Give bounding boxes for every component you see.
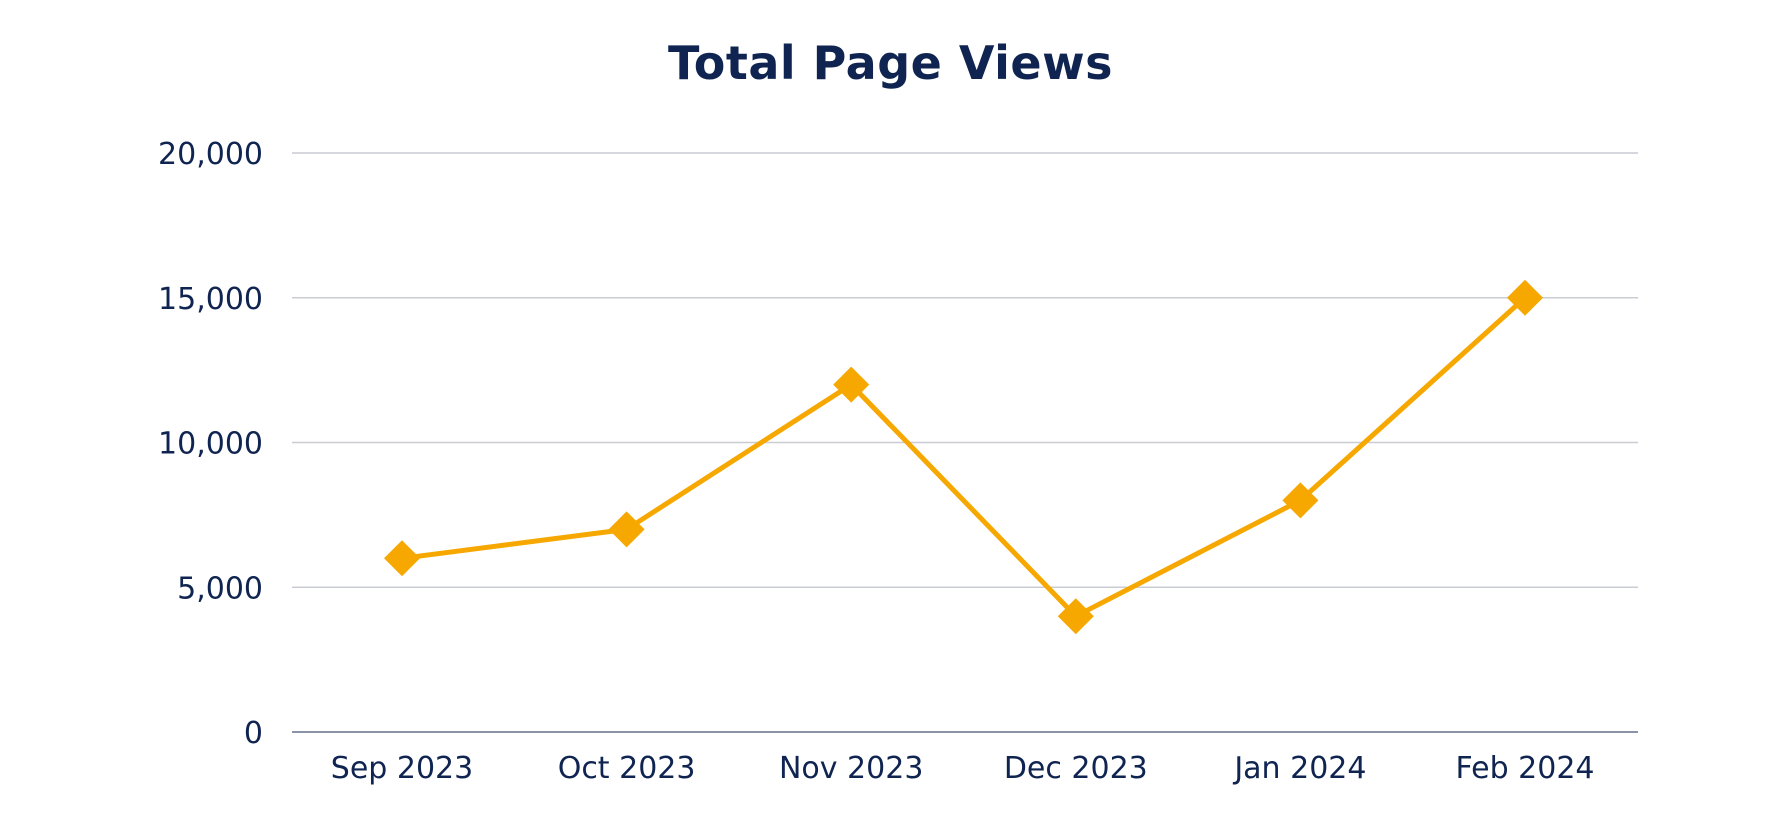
chart-title: Total Page Views — [668, 36, 1113, 90]
y-tick-label: 20,000 — [158, 137, 263, 172]
y-tick-label: 10,000 — [158, 427, 263, 462]
data-point-marker — [608, 511, 645, 548]
marker-layer — [384, 279, 1543, 635]
axis-layer: 0 5,000 10,000 15,000 20,000 Sep 2023 Oct 2023… — [158, 137, 1638, 786]
data-point-marker — [1507, 279, 1543, 316]
x-tick-label: Jan 2024 — [1232, 751, 1366, 786]
data-point-marker — [384, 540, 420, 577]
x-tick-label: Sep 2023 — [331, 751, 473, 786]
x-tick-label: Nov 2023 — [779, 751, 923, 786]
data-point-marker — [1282, 482, 1319, 519]
x-tick-label: Dec 2023 — [1004, 751, 1148, 786]
y-tick-label: 5,000 — [177, 571, 263, 606]
y-tick-label: 15,000 — [158, 282, 263, 317]
data-point-marker — [833, 366, 870, 403]
grid-layer — [292, 152, 1638, 588]
y-tick-label: 0 — [244, 716, 263, 751]
x-tick-label: Oct 2023 — [558, 751, 696, 786]
x-tick-label: Feb 2024 — [1456, 751, 1595, 786]
series-layer — [399, 295, 1528, 619]
data-point-marker — [1057, 598, 1094, 635]
series-line — [399, 295, 1528, 619]
